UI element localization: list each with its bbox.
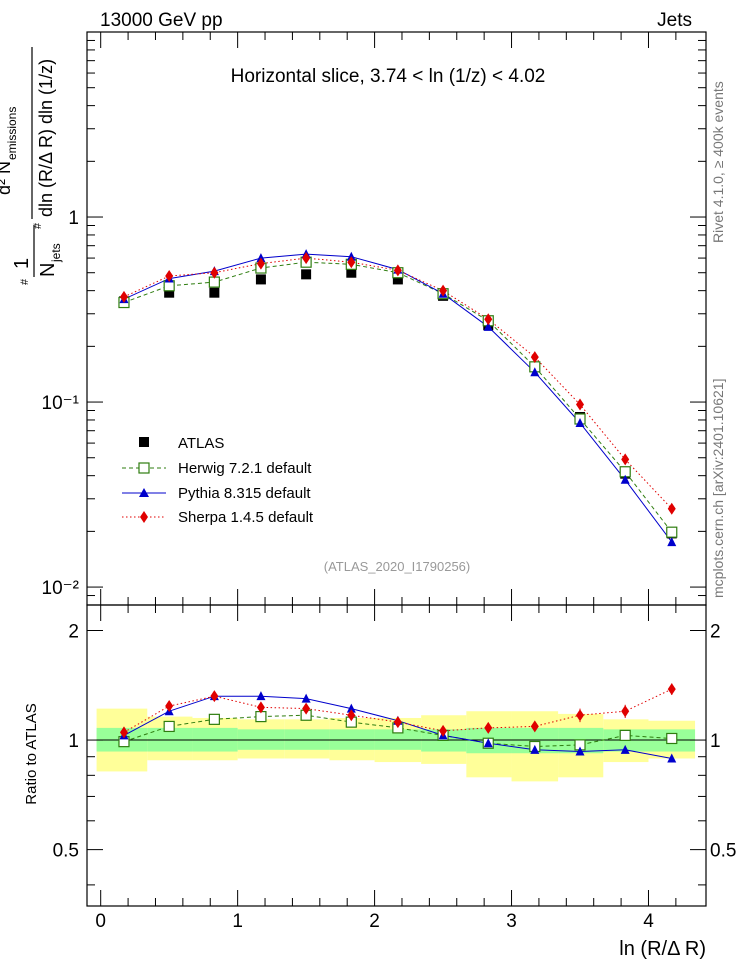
main-point-sherpa xyxy=(439,284,448,297)
legend-entry-sherpa: Sherpa 1.4.5 default xyxy=(122,509,314,526)
ratio-point-pythia xyxy=(256,691,266,701)
svg-text:#: # xyxy=(32,222,44,229)
main-y-axis-label: # 1 N jets # d² N emissions dln (R/Δ R) … xyxy=(0,47,63,285)
ylabel-emissions-sub: emissions xyxy=(5,107,19,160)
main-point-pythia xyxy=(620,474,630,484)
main-point-sherpa xyxy=(530,351,539,364)
main-point-pythia xyxy=(575,418,585,428)
ratio-point-sherpa xyxy=(302,702,311,715)
main-point-herwig xyxy=(666,526,678,538)
x-tick-label: 4 xyxy=(643,911,654,932)
main-point-pythia xyxy=(530,367,540,377)
main-point-sherpa xyxy=(256,257,265,270)
main-point-sherpa xyxy=(393,264,402,277)
main-point-sherpa xyxy=(576,398,585,411)
legend-label-atlas: ATLAS xyxy=(178,435,224,452)
ratio-point-sherpa xyxy=(256,701,265,714)
ratio-point-sherpa xyxy=(210,690,219,703)
legend-label-herwig: Herwig 7.2.1 default xyxy=(178,460,312,477)
ratio-y-axis-label: Ratio to ATLAS xyxy=(23,703,40,804)
legend-marker-herwig xyxy=(138,462,150,474)
x-tick-label: 1 xyxy=(232,911,243,932)
ylabel-d2: d² N xyxy=(0,161,14,195)
ylabel-njets-sub: jets xyxy=(49,243,63,263)
legend-marker-sherpa xyxy=(140,511,148,523)
main-point-atlas xyxy=(346,267,357,278)
ratio-point-sherpa xyxy=(576,709,585,722)
main-point-sherpa xyxy=(621,453,630,466)
ratio-point-herwig xyxy=(163,720,175,733)
legend-marker-atlas xyxy=(139,437,149,447)
main-point-atlas xyxy=(392,274,403,285)
ratio-point-pythia xyxy=(575,746,585,756)
legend-entry-pythia: Pythia 8.315 default xyxy=(122,485,311,502)
ratio-point-sherpa xyxy=(347,709,356,722)
ratio-point-pythia xyxy=(667,753,677,763)
ratio-point-sherpa xyxy=(119,726,128,739)
ylabel-njets: N xyxy=(37,263,59,277)
main-point-atlas xyxy=(255,274,266,285)
x-tick-label: 3 xyxy=(506,911,517,932)
ratio-point-herwig xyxy=(666,732,678,745)
main-point-sherpa xyxy=(302,252,311,265)
main-point-atlas xyxy=(301,269,312,280)
ratio-point-sherpa xyxy=(439,724,448,737)
ylabel-one: 1 xyxy=(11,258,33,269)
ratio-y-tick-label-right: 1 xyxy=(710,731,721,752)
legend: ATLAS Herwig 7.2.1 default Pythia 8.315 … xyxy=(122,435,314,526)
ratio-plot-frame xyxy=(86,604,707,907)
ratio-y-tick-label: 1 xyxy=(68,731,79,752)
ratio-point-sherpa xyxy=(393,716,402,729)
main-point-sherpa xyxy=(210,266,219,279)
ratio-point-sherpa xyxy=(530,720,539,733)
side-text-mcplots: mcplots.cern.ch [arXiv:2401.10621] xyxy=(710,379,726,598)
ratio-point-sherpa xyxy=(484,721,493,734)
main-point-sherpa xyxy=(667,502,676,515)
x-tick-label: 0 xyxy=(95,911,106,932)
main-y-tick-label: 10⁻² xyxy=(42,578,80,599)
header-left-title: 13000 GeV pp xyxy=(100,10,223,31)
main-y-tick-label: 10⁻¹ xyxy=(42,393,80,414)
main-panel: 10⁻² 10⁻¹ 1 Horizontal slice, 3.74 < ln (1… xyxy=(42,31,707,606)
analysis-id: (ATLAS_2020_I1790256) xyxy=(324,559,470,574)
svg-text:#: # xyxy=(19,278,31,285)
ratio-point-pythia xyxy=(620,744,630,754)
legend-label-sherpa: Sherpa 1.4.5 default xyxy=(178,509,314,526)
legend-entry-atlas: ATLAS xyxy=(139,435,224,452)
ratio-point-sherpa xyxy=(165,700,174,713)
x-tick-label: 2 xyxy=(369,911,380,932)
ratio-point-sherpa xyxy=(667,683,676,696)
side-text-rivet: Rivet 4.1.0, ≥ 400k events xyxy=(710,81,726,243)
ratio-point-sherpa xyxy=(621,705,630,718)
main-point-sherpa xyxy=(119,290,128,303)
main-point-pythia xyxy=(483,321,493,331)
legend-entry-herwig: Herwig 7.2.1 default xyxy=(122,460,312,477)
main-point-sherpa xyxy=(347,256,356,269)
ylabel-denominator: dln (R/Δ R) dln (1/z) xyxy=(36,59,56,217)
main-point-pythia xyxy=(667,537,677,547)
legend-label-pythia: Pythia 8.315 default xyxy=(178,485,311,502)
x-axis-label: ln (R/Δ R) xyxy=(619,938,706,960)
main-point-atlas xyxy=(209,287,220,298)
ratio-point-pythia xyxy=(346,703,356,713)
ratio-point-pythia xyxy=(530,744,540,754)
main-point-sherpa xyxy=(165,270,174,283)
main-point-atlas xyxy=(164,287,175,298)
ratio-y-tick-label: 0.5 xyxy=(53,841,79,862)
ratio-point-pythia xyxy=(483,738,493,748)
ratio-y-tick-label-right: 2 xyxy=(710,621,721,642)
ratio-point-herwig xyxy=(208,713,220,725)
ratio-point-pythia xyxy=(301,693,311,703)
legend-marker-pythia xyxy=(139,488,149,497)
slice-label: Horizontal slice, 3.74 < ln (1/z) < 4.02 xyxy=(231,66,546,87)
ratio-panel: 0.5 0.5 1 1 2 2 0 1 2 3 4 xyxy=(53,604,736,932)
ratio-y-tick-label: 2 xyxy=(68,621,79,642)
main-y-tick-label: 1 xyxy=(68,208,79,229)
main-point-pythia xyxy=(256,253,266,263)
header-right-title: Jets xyxy=(657,10,692,31)
ratio-point-herwig xyxy=(619,729,631,741)
main-point-sherpa xyxy=(484,313,493,326)
ratio-y-tick-label-right: 0.5 xyxy=(710,841,736,862)
